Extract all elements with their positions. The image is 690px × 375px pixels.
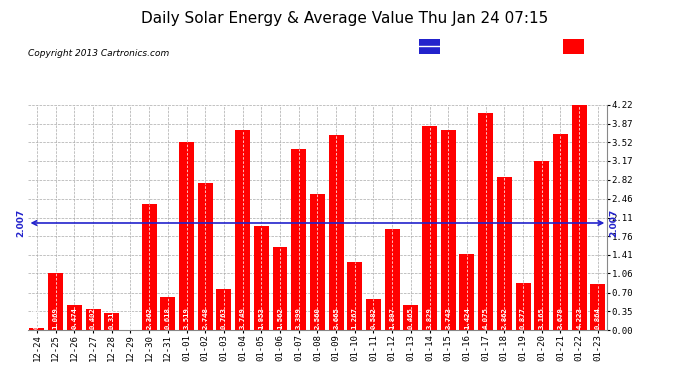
Text: Daily  ($): Daily ($) [592, 42, 639, 51]
Text: 1.562: 1.562 [277, 308, 283, 330]
Text: 1.897: 1.897 [389, 308, 395, 330]
Bar [422, 126, 437, 330]
Bar [553, 134, 568, 330]
Text: 3.165: 3.165 [539, 308, 545, 330]
Bar [460, 254, 475, 330]
Text: 2.362: 2.362 [146, 308, 152, 330]
Text: 0.045: 0.045 [34, 308, 40, 330]
Bar [497, 177, 512, 330]
Bar [572, 105, 586, 330]
Bar [48, 273, 63, 330]
Bar [441, 130, 456, 330]
Text: 0.474: 0.474 [71, 308, 77, 330]
Bar [86, 309, 101, 330]
Text: 3.399: 3.399 [296, 308, 302, 330]
FancyBboxPatch shape [564, 39, 584, 54]
Bar [385, 229, 400, 330]
Bar [67, 305, 82, 330]
Bar [347, 262, 362, 330]
Text: 0.877: 0.877 [520, 308, 526, 330]
FancyBboxPatch shape [420, 39, 440, 54]
Text: 0.763: 0.763 [221, 308, 227, 330]
Text: 2.007: 2.007 [609, 209, 618, 237]
Bar [104, 313, 119, 330]
Text: Copyright 2013 Cartronics.com: Copyright 2013 Cartronics.com [28, 49, 169, 58]
Text: 0.000: 0.000 [128, 308, 133, 330]
Bar [160, 297, 175, 330]
Text: 2.560: 2.560 [315, 308, 320, 330]
Bar [235, 130, 250, 330]
Text: 0.582: 0.582 [371, 308, 377, 330]
Text: 3.743: 3.743 [445, 308, 451, 330]
Text: 3.679: 3.679 [558, 308, 564, 330]
Bar [404, 305, 418, 330]
Bar [515, 283, 531, 330]
Text: 1.267: 1.267 [352, 308, 358, 330]
Bar [291, 149, 306, 330]
Text: 4.223: 4.223 [576, 308, 582, 330]
Bar [254, 226, 269, 330]
Text: 0.864: 0.864 [595, 308, 601, 330]
Bar [141, 204, 157, 330]
Bar [273, 247, 288, 330]
Bar [328, 135, 344, 330]
Text: 0.465: 0.465 [408, 308, 414, 330]
Bar [591, 284, 605, 330]
Bar [198, 183, 213, 330]
Text: 0.402: 0.402 [90, 308, 96, 330]
Text: 3.519: 3.519 [184, 308, 190, 330]
Text: 1.953: 1.953 [258, 308, 264, 330]
Text: Average  ($): Average ($) [448, 42, 511, 51]
Text: 2.007: 2.007 [17, 209, 26, 237]
Text: 4.075: 4.075 [483, 308, 489, 330]
Bar [478, 113, 493, 330]
Text: 2.748: 2.748 [202, 308, 208, 330]
Bar [310, 194, 325, 330]
Bar [366, 299, 381, 330]
Text: Daily Solar Energy & Average Value Thu Jan 24 07:15: Daily Solar Energy & Average Value Thu J… [141, 11, 549, 26]
Text: 0.618: 0.618 [165, 308, 171, 330]
Text: 1.424: 1.424 [464, 308, 470, 330]
Bar [179, 142, 194, 330]
Text: 1.069: 1.069 [52, 308, 59, 330]
Text: 2.862: 2.862 [502, 308, 507, 330]
Bar [30, 328, 44, 330]
Text: 0.317: 0.317 [109, 308, 115, 330]
Text: 3.829: 3.829 [426, 308, 433, 330]
Text: 3.749: 3.749 [239, 308, 246, 330]
Bar [217, 290, 231, 330]
Text: 3.665: 3.665 [333, 308, 339, 330]
Bar [534, 161, 549, 330]
